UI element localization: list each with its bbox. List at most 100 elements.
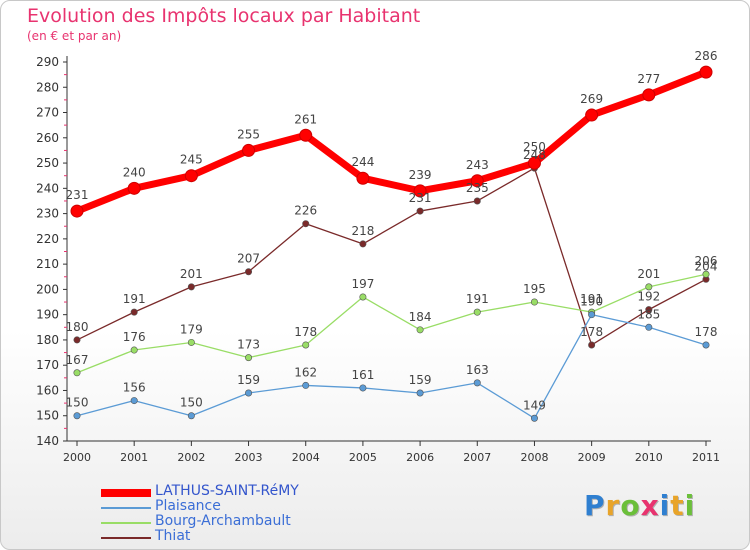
data-label: 248 xyxy=(523,148,546,162)
x-tick-label: 2002 xyxy=(177,451,205,464)
y-tick-label: 180 xyxy=(36,333,59,347)
data-label: 190 xyxy=(580,295,603,309)
logo-letter: P xyxy=(584,489,606,522)
data-label: 191 xyxy=(123,292,146,306)
data-point xyxy=(73,336,81,344)
data-label: 176 xyxy=(123,330,146,344)
data-point xyxy=(130,397,138,405)
chart-title: Evolution des Impôts locaux par Habitant xyxy=(27,5,421,27)
y-tick-label: 290 xyxy=(36,55,59,69)
y-tick-label: 270 xyxy=(36,106,59,120)
data-label: 197 xyxy=(351,277,374,291)
data-label: 173 xyxy=(237,338,260,352)
data-label: 149 xyxy=(523,398,546,412)
data-label: 185 xyxy=(637,307,660,321)
data-point xyxy=(70,204,84,218)
data-label: 161 xyxy=(351,368,374,382)
data-label: 250 xyxy=(523,140,546,154)
logo-letter: i xyxy=(659,489,671,522)
data-point xyxy=(359,240,367,248)
data-label: 206 xyxy=(695,254,718,268)
legend-swatch xyxy=(101,537,151,539)
x-tick-label: 2003 xyxy=(235,451,263,464)
data-point xyxy=(359,293,367,301)
data-point xyxy=(416,326,424,334)
data-point xyxy=(473,197,481,205)
data-label: 163 xyxy=(466,363,489,377)
data-label: 239 xyxy=(409,168,432,182)
x-tick-label: 2000 xyxy=(63,451,91,464)
data-label: 231 xyxy=(409,191,432,205)
data-point xyxy=(187,338,195,346)
x-tick-label: 2011 xyxy=(692,451,720,464)
data-label: 178 xyxy=(580,325,603,339)
data-label: 240 xyxy=(123,165,146,179)
legend-label: LATHUS-SAINT-RéMY xyxy=(155,483,299,499)
logo-letter: i xyxy=(684,489,696,522)
data-point xyxy=(530,298,538,306)
data-point xyxy=(413,184,427,198)
data-label: 207 xyxy=(237,252,260,266)
chart-subtitle: (en € et par an) xyxy=(27,29,122,43)
data-label: 159 xyxy=(409,373,432,387)
data-label: 184 xyxy=(409,310,432,324)
data-point xyxy=(645,306,653,314)
x-tick-label: 2004 xyxy=(292,451,320,464)
data-point xyxy=(302,220,310,228)
data-point xyxy=(130,346,138,354)
data-label: 235 xyxy=(466,181,489,195)
data-point xyxy=(356,171,370,185)
data-label: 178 xyxy=(695,325,718,339)
data-point xyxy=(527,156,541,170)
legend-swatch xyxy=(101,522,151,524)
data-point xyxy=(73,369,81,377)
logo-letter: t xyxy=(670,489,685,522)
y-tick-label: 200 xyxy=(36,282,59,296)
data-label: 167 xyxy=(66,353,89,367)
y-tick-label: 210 xyxy=(36,257,59,271)
data-label: 244 xyxy=(351,155,374,169)
data-point xyxy=(645,323,653,331)
data-label: 179 xyxy=(180,322,203,336)
data-point xyxy=(127,181,141,195)
data-label: 245 xyxy=(180,153,203,167)
data-label: 255 xyxy=(237,127,260,141)
logo-letter: r xyxy=(605,489,621,522)
legend-label: Thiat xyxy=(155,528,191,544)
x-tick-label: 2005 xyxy=(349,451,377,464)
data-label: 261 xyxy=(294,112,317,126)
data-label: 191 xyxy=(580,292,603,306)
data-label: 201 xyxy=(180,267,203,281)
y-tick-label: 250 xyxy=(36,156,59,170)
x-tick-label: 2007 xyxy=(463,451,491,464)
data-point xyxy=(588,341,596,349)
data-point xyxy=(130,308,138,316)
x-tick-label: 2008 xyxy=(520,451,548,464)
data-point xyxy=(530,414,538,422)
data-point xyxy=(187,412,195,420)
y-tick-label: 230 xyxy=(36,207,59,221)
y-tick-label: 170 xyxy=(36,358,59,372)
series-line-thiat xyxy=(76,167,707,346)
data-label: 269 xyxy=(580,92,603,106)
legend-label: Plaisance xyxy=(155,498,221,514)
data-point xyxy=(416,207,424,215)
data-label: 150 xyxy=(66,396,89,410)
data-point xyxy=(473,379,481,387)
proxiti-logo: Proxiti xyxy=(584,489,695,522)
data-label: 226 xyxy=(294,204,317,218)
data-point xyxy=(245,354,253,362)
data-point xyxy=(245,268,253,276)
y-tick-label: 260 xyxy=(36,131,59,145)
legend-swatch xyxy=(101,489,151,497)
data-point xyxy=(588,311,596,319)
y-tick-label: 190 xyxy=(36,308,59,322)
y-tick-label: 240 xyxy=(36,181,59,195)
data-point xyxy=(642,88,656,102)
series-line-plaisance xyxy=(76,314,707,419)
data-label: 218 xyxy=(351,224,374,238)
y-tick-label: 140 xyxy=(36,434,59,448)
x-tick-label: 2010 xyxy=(635,451,663,464)
